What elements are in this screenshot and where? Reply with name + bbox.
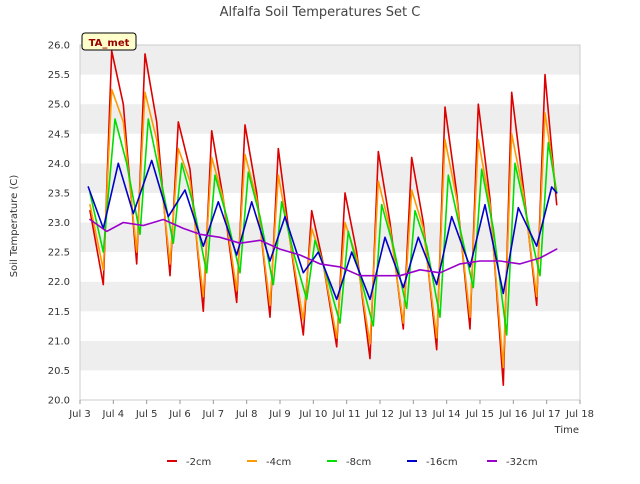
- x-tick-label: Jul 13: [398, 409, 427, 420]
- series-line-16cm: [87, 159, 558, 301]
- y-tick-label: 22.5: [48, 248, 70, 259]
- legend-label: -4cm: [266, 457, 291, 468]
- grid-band: [80, 370, 580, 400]
- y-tick-label: 20.5: [48, 366, 70, 377]
- annotation-box: TA_met: [81, 32, 137, 51]
- grid-band: [80, 222, 580, 253]
- y-axis-label: Soil Temperature (C): [9, 175, 20, 278]
- x-tick-label: Jul 8: [235, 409, 258, 420]
- legend-label: -16cm: [426, 457, 458, 468]
- x-tick-label: Jul 18: [565, 409, 594, 420]
- y-tick-label: 21.5: [48, 307, 70, 318]
- x-tick-label: Jul 6: [168, 409, 191, 420]
- y-tick-label: 24.5: [48, 129, 70, 140]
- y-tick-label: 26.0: [48, 41, 70, 52]
- x-tick-label: Jul 9: [268, 409, 291, 420]
- x-tick-label: Jul 3: [68, 409, 91, 420]
- y-tick-label: 20.0: [48, 396, 70, 407]
- x-tick-label: Jul 7: [202, 409, 225, 420]
- legend-label: -8cm: [346, 457, 371, 468]
- y-tick-label: 25.5: [48, 70, 70, 81]
- grid-band: [80, 163, 580, 193]
- x-tick-label: Jul 5: [135, 409, 158, 420]
- y-tick-label: 25.0: [48, 100, 70, 111]
- grid-band: [80, 45, 580, 75]
- grid-band: [80, 311, 580, 341]
- chart-title: Alfalfa Soil Temperatures Set C: [220, 5, 421, 20]
- legend: -2cm -4cm -8cm -16cm -32cm: [167, 457, 538, 468]
- x-tick-label: Jul 14: [432, 409, 461, 420]
- x-tick-label: Jul 15: [465, 409, 494, 420]
- y-axis: 20.0 20.5 21.0 21.5 22.0 22.5 23.0 23.5 24.0 24.5…: [48, 41, 70, 407]
- grid-band: [80, 104, 580, 134]
- y-tick-label: 23.0: [48, 218, 70, 229]
- x-axis: Jul 3 Jul 4 Jul 5 Jul 6 Jul 7 Jul 8 Jul 9 Jul 1…: [68, 400, 594, 420]
- x-tick-label: Jul 17: [532, 409, 561, 420]
- x-tick-label: Jul 11: [332, 409, 361, 420]
- x-tick-label: Jul 4: [102, 409, 125, 420]
- plot-frame: [79, 44, 581, 401]
- grid-band: [80, 252, 580, 282]
- grid-band: [80, 340, 580, 371]
- y-tick-label: 23.5: [48, 188, 70, 199]
- grid-band: [80, 74, 580, 105]
- series-lines: [87, 50, 558, 387]
- grid-band: [80, 192, 580, 223]
- series-line-32cm: [89, 218, 558, 277]
- x-tick-label: Jul 12: [365, 409, 394, 420]
- x-tick-label: Jul 10: [298, 409, 327, 420]
- y-tick-label: 24.0: [48, 159, 70, 170]
- x-tick-label: Jul 16: [498, 409, 527, 420]
- annotation-background: [81, 32, 137, 51]
- legend-label: -32cm: [506, 457, 538, 468]
- y-tick-label: 22.0: [48, 277, 70, 288]
- annotation-label: TA_met: [89, 38, 130, 49]
- y-tick-label: 21.0: [48, 336, 70, 347]
- grid-band: [80, 133, 580, 164]
- legend-label: -2cm: [186, 457, 211, 468]
- x-axis-label: Time: [554, 425, 579, 436]
